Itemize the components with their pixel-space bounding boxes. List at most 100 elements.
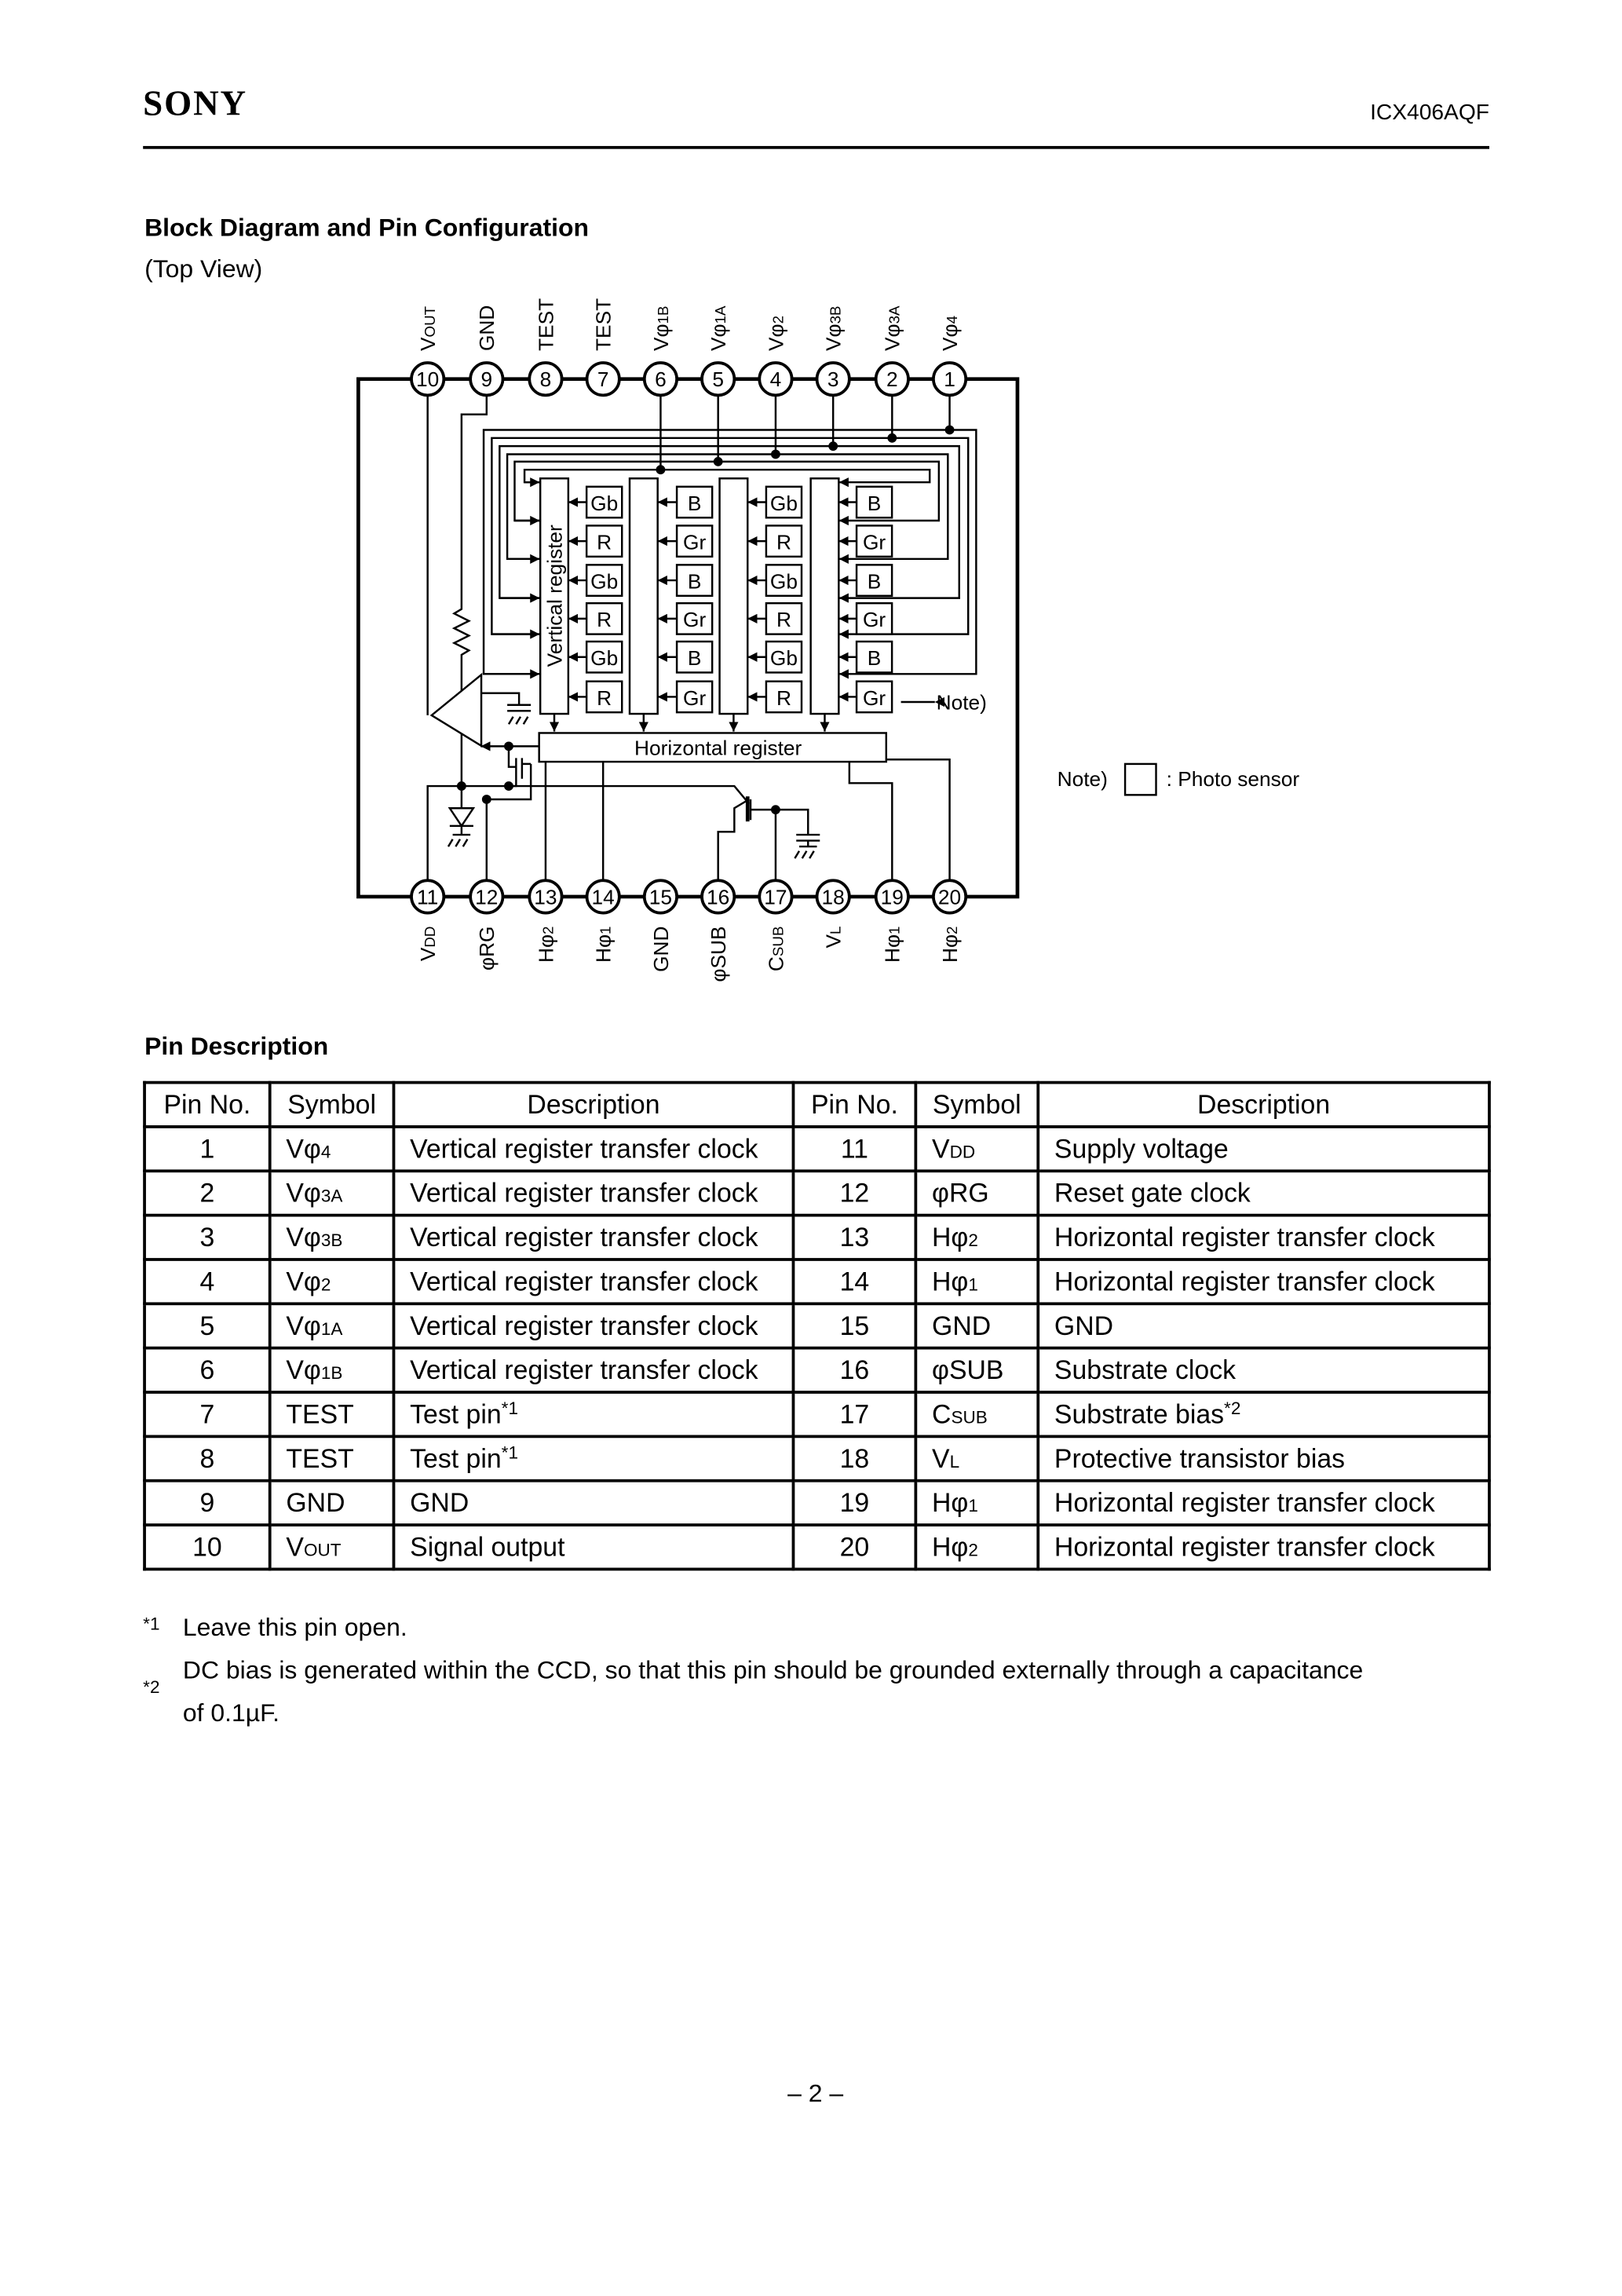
symbol-cell: Vφ4 <box>268 1125 396 1173</box>
description-text: Vertical register transfer clock <box>410 1133 758 1163</box>
pin-number-cell: 11 <box>791 1125 918 1173</box>
pin-number-cell: 6 <box>143 1346 272 1394</box>
description-text: Vertical register transfer clock <box>410 1222 758 1252</box>
pin-circle <box>758 361 794 397</box>
pin-label: Hφ1 <box>592 927 616 963</box>
symbol-main: V <box>286 1531 304 1562</box>
pin-number: 16 <box>707 885 729 909</box>
pin-1: 1 Vφ4 <box>932 316 968 397</box>
pin-number-cell: 1 <box>143 1125 272 1173</box>
pin-circle <box>700 361 736 397</box>
pin-circle <box>642 361 678 397</box>
pin-circle <box>815 361 851 397</box>
pin-label-main: Vφ <box>822 324 846 351</box>
pin-number: 7 <box>597 367 609 391</box>
pin-19: 19 Hφ1 <box>874 879 933 963</box>
symbol-sub: OUT <box>303 1538 342 1560</box>
symbol-main: Hφ <box>932 1487 969 1517</box>
photo-sensor <box>675 564 714 598</box>
pin-label-main: Vφ <box>764 324 787 351</box>
photo-sensor-label: Gr <box>683 608 706 631</box>
pin-label-main: GND <box>475 305 499 351</box>
pin-number: 4 <box>770 367 782 391</box>
pin-5: 5 Vφ1A <box>700 305 760 397</box>
pin-8: 8 TEST <box>528 298 587 397</box>
photo-sensor-label: Gb <box>770 646 798 670</box>
pin-circle <box>874 879 910 915</box>
pin-label-main: C <box>764 956 787 971</box>
pin-label-main: Vφ <box>649 324 673 351</box>
footnote-text: DC bias is generated within the CCD, so … <box>182 1656 1364 1684</box>
pin-7: 7 TEST <box>585 298 645 397</box>
note-legend-prefix: Note) <box>1058 767 1108 791</box>
symbol-cell: φSUB <box>914 1346 1040 1394</box>
pin-label-sub: DD <box>422 927 438 948</box>
table-row: 9 GND GND 19 Hφ1 Horizontal register transfer… <box>143 1479 1491 1526</box>
pin-circle <box>469 879 505 915</box>
pin-label-main: GND <box>649 927 673 972</box>
pin-number: 20 <box>938 885 961 909</box>
symbol-main: Vφ <box>286 1266 321 1296</box>
pin-10: 10 VOUT <box>410 305 471 397</box>
pin-number-cell: 10 <box>143 1523 272 1571</box>
description-text: Vertical register transfer clock <box>410 1355 758 1384</box>
table-header-row: Pin No. Symbol Description Pin No. Symbo… <box>143 1080 1491 1128</box>
pin-label-sub: 2 <box>944 927 960 934</box>
pin-label: VDD <box>416 927 440 962</box>
photo-sensor-label: R <box>597 530 612 554</box>
pin-label: VL <box>822 927 846 949</box>
pin-3: 3 Vφ3B <box>815 305 876 397</box>
pin-number-cell: 18 <box>791 1435 918 1483</box>
pin-circle <box>585 879 621 915</box>
description-cell: Signal output <box>392 1523 795 1571</box>
pin-label-main: Hφ <box>592 934 616 963</box>
note-legend-text: : Photo sensor <box>1167 767 1300 791</box>
photo-sensor-label: B <box>868 646 882 670</box>
pin-label: TEST <box>592 298 616 351</box>
pin-label-main: V <box>416 337 440 351</box>
photo-sensor-label: Gb <box>770 569 798 593</box>
pin-label-sub: L <box>827 927 844 934</box>
photo-sensor-label: Gb <box>590 569 618 593</box>
pin-number: 18 <box>822 885 845 909</box>
photo-sensor <box>855 525 893 558</box>
photo-sensor-label: R <box>597 608 612 631</box>
pin-circle <box>932 361 968 397</box>
symbol-cell: GND <box>914 1302 1040 1350</box>
symbol-cell: Vφ3B <box>268 1213 396 1261</box>
pin-number: 14 <box>592 885 615 909</box>
symbol-main: TEST <box>286 1442 354 1473</box>
description-cell: Horizontal register transfer clock <box>1036 1213 1491 1261</box>
vertical-register <box>809 477 840 715</box>
description-cell: Horizontal register transfer clock <box>1036 1258 1491 1306</box>
horizontal-register-label: Horizontal register <box>634 737 802 760</box>
pin-17: 17 CSUB <box>758 879 817 971</box>
pin-label-sub: 4 <box>944 316 960 324</box>
photo-sensor-label: R <box>597 686 612 710</box>
description-cell: Horizontal register transfer clock <box>1036 1523 1491 1571</box>
pin-circle <box>815 879 851 915</box>
pin-label-main: V <box>822 934 846 948</box>
symbol-cell: VL <box>914 1435 1040 1483</box>
pin-circle <box>469 361 505 397</box>
table-row: 10 VOUT Signal output 20 Hφ2 Horizontal regis… <box>143 1523 1491 1571</box>
footnote-text: Leave this pin open. <box>182 1613 407 1642</box>
photo-sensor <box>855 601 893 635</box>
description-text: Supply voltage <box>1054 1133 1229 1163</box>
header-divider <box>143 145 1489 149</box>
pin-label: φRG <box>475 927 499 971</box>
symbol-main: φSUB <box>932 1355 1004 1384</box>
photo-sensor <box>765 564 803 598</box>
symbol-cell: Vφ1B <box>268 1346 396 1394</box>
pin-label-main: Hφ <box>534 934 557 963</box>
junction-dot <box>504 741 513 751</box>
photo-sensor <box>675 640 714 674</box>
pin-circle <box>410 879 446 915</box>
symbol-cell: Hφ2 <box>914 1213 1040 1261</box>
symbol-main: GND <box>932 1310 992 1340</box>
description-cell: Horizontal register transfer clock <box>1036 1479 1491 1526</box>
pin-label-main: Hφ <box>881 934 904 963</box>
table-row: 6 Vφ1B Vertical register transfer clock 16 φ… <box>143 1346 1491 1394</box>
symbol-main: Hφ <box>932 1531 969 1562</box>
photo-sensor-label: R <box>776 686 791 710</box>
